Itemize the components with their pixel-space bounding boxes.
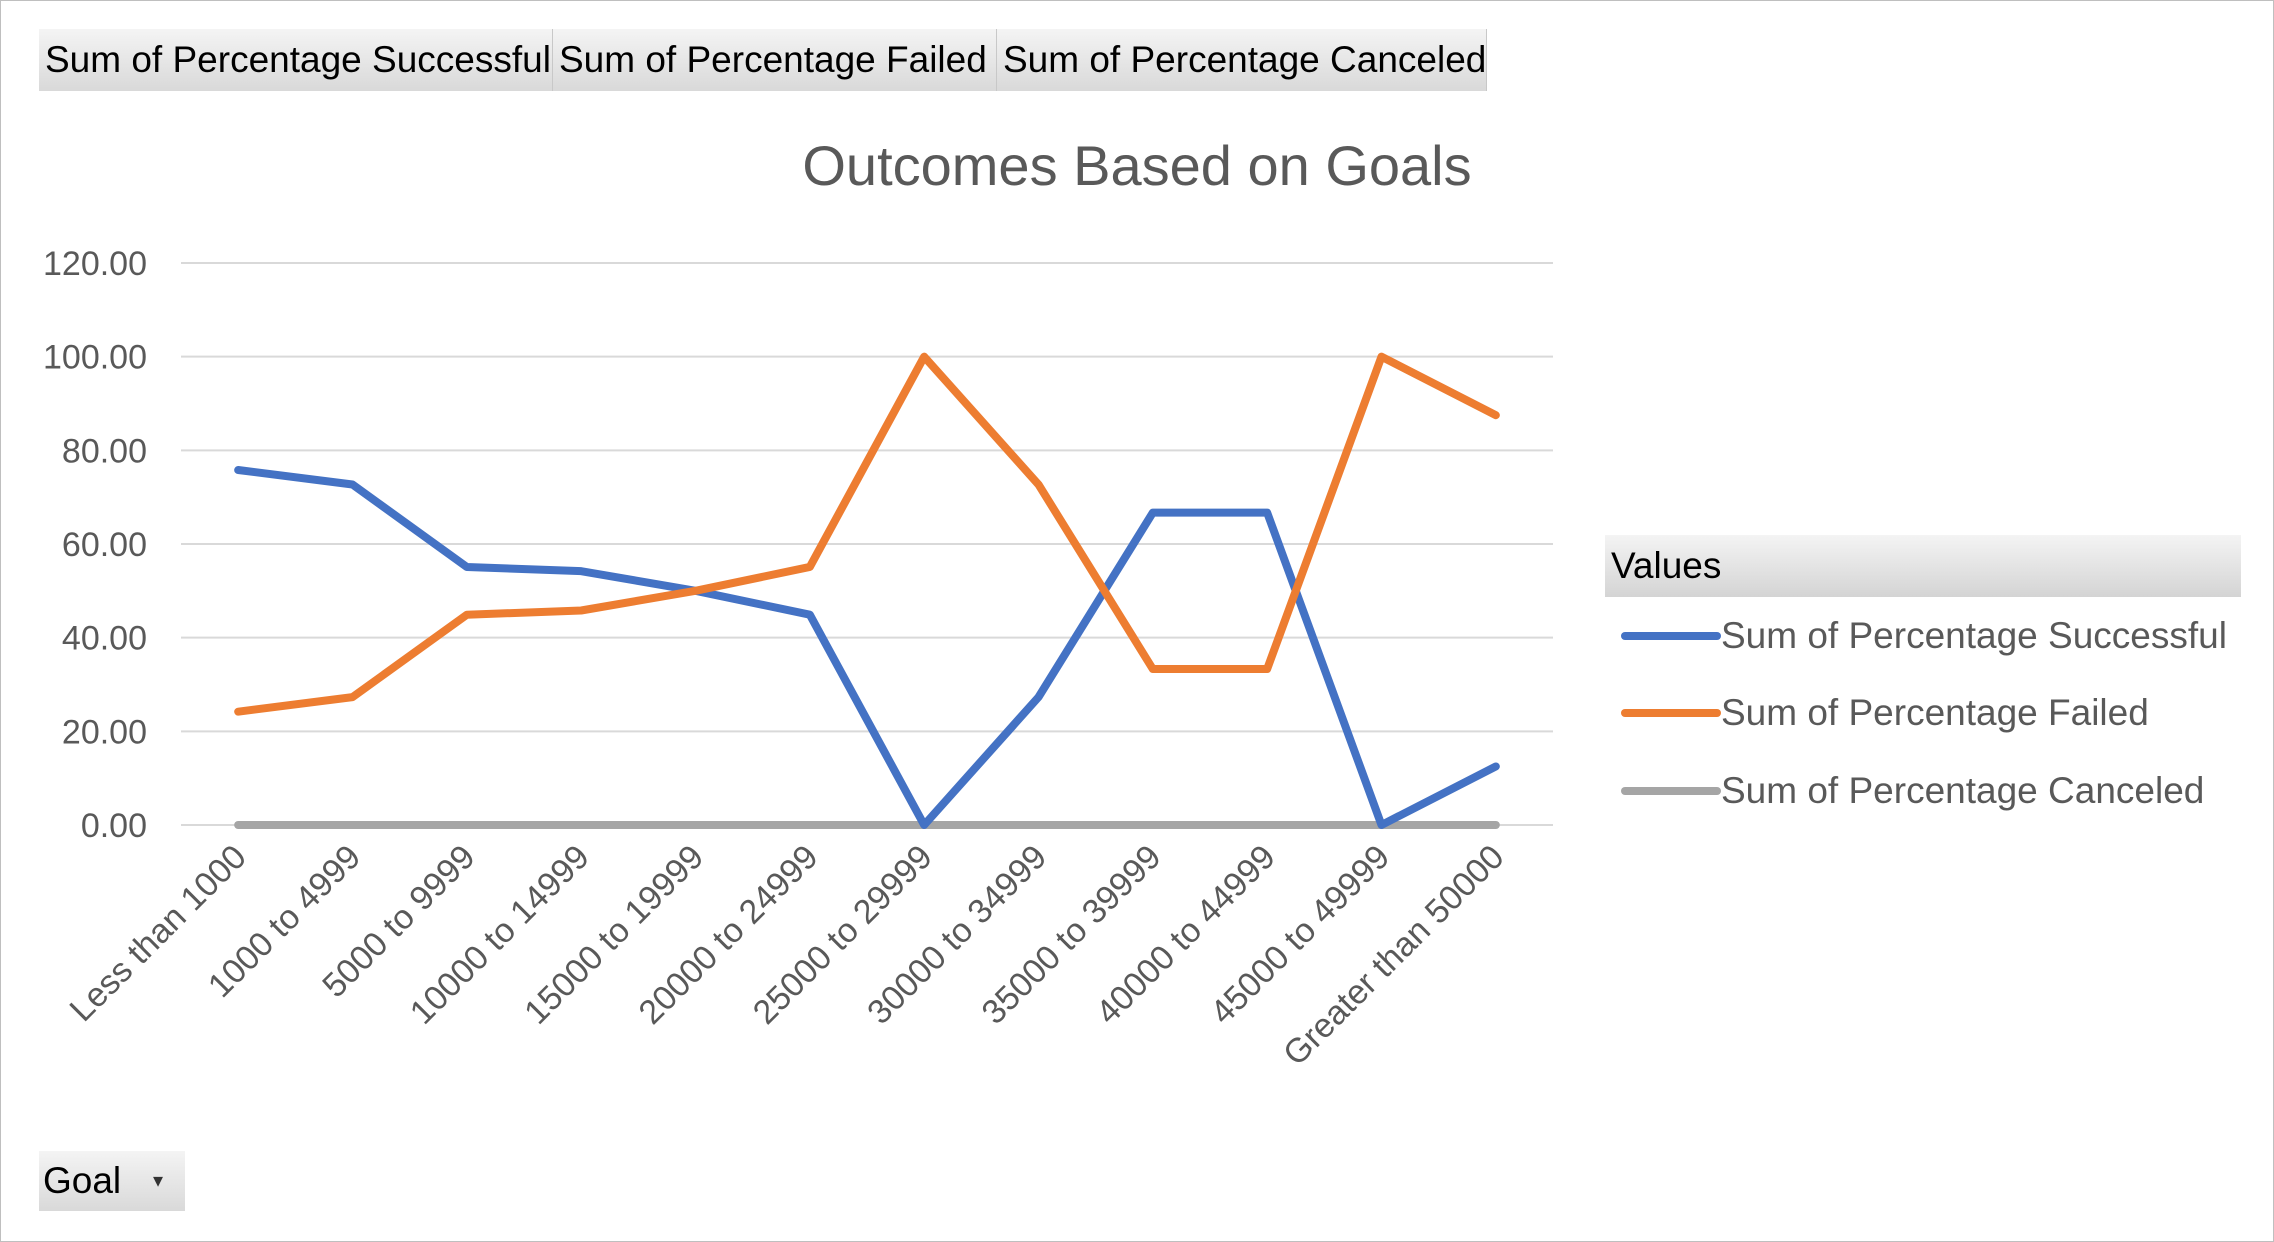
legend-label-failed: Sum of Percentage Failed — [1721, 692, 2149, 733]
x-tick-label: Greater than 50000 — [1276, 838, 1511, 1073]
series-line-failed — [234, 352, 1500, 716]
y-tick-label: 20.00 — [62, 713, 147, 751]
y-tick-label: 120.00 — [43, 245, 147, 283]
series-lines — [234, 352, 1500, 829]
y-tick-label: 100.00 — [43, 339, 147, 377]
y-tick-label: 80.00 — [62, 432, 147, 470]
goal-filter-button[interactable]: Goal ▾ — [39, 1151, 185, 1211]
legend-values-header[interactable]: Values — [1605, 535, 2241, 597]
legend-label-successful: Sum of Percentage Successful — [1721, 615, 2227, 656]
gridlines — [181, 262, 1553, 826]
y-axis-ticks: 0.00 20.00 40.00 60.00 80.00 100.00 120.00 — [43, 245, 147, 845]
legend-label-canceled: Sum of Percentage Canceled — [1721, 770, 2205, 811]
legend-swatch-failed — [1621, 709, 1721, 717]
dropdown-arrow-icon: ▾ — [152, 1170, 163, 1192]
y-tick-label: 60.00 — [62, 526, 147, 564]
field-button-failed[interactable]: Sum of Percentage Failed — [553, 29, 997, 91]
legend-swatch-canceled — [1621, 787, 1721, 795]
legend-swatch-successful — [1621, 632, 1721, 640]
y-tick-label: 0.00 — [81, 807, 147, 845]
field-button-canceled[interactable]: Sum of Percentage Canceled — [997, 29, 1487, 91]
chart-title: Outcomes Based on Goals — [802, 134, 1471, 197]
series-line-successful — [234, 466, 1500, 829]
goal-label: Goal — [43, 1160, 122, 1201]
field-button-successful[interactable]: Sum of Percentage Successful — [39, 29, 553, 91]
line-chart: Outcomes Based on Goals 0.00 20.00 40.00 60… — [43, 134, 1553, 1073]
y-tick-label: 40.00 — [62, 620, 147, 658]
